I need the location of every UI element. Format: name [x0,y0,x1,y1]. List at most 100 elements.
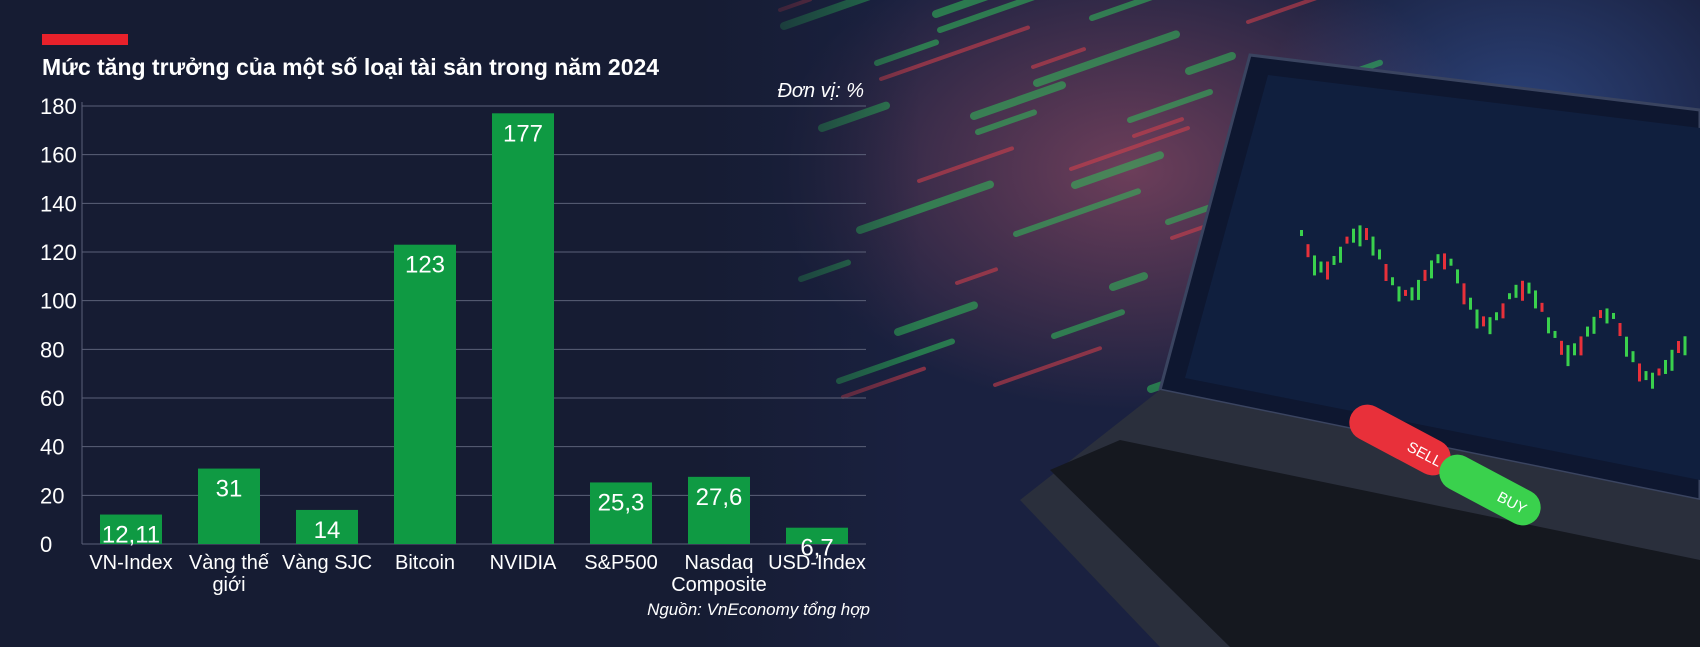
bar [786,527,848,544]
screen-candle [1612,312,1615,319]
y-axis-ticks: 0 20 40 60 80 100 120 140 160 180 [40,94,77,557]
screen-candlestick-chart [1300,225,1687,389]
bar-value-label: 25,3 [598,489,645,516]
bar [394,244,456,544]
bar [198,468,260,544]
screen-candle [1618,323,1622,337]
screen-candle [1378,249,1381,260]
screen-candle [1475,309,1479,329]
screen-candle [1625,336,1628,357]
bar-value-label: 6,7 [800,535,833,562]
title-accent-bar [42,34,128,45]
screen-candle [1423,269,1427,281]
streak [1185,51,1236,75]
streak [1013,188,1141,237]
x-tick-label: Vàng SJC [282,552,372,574]
screen-candle [1391,277,1394,286]
x-tick-label: S&P500 [584,552,657,574]
bar-value-label: 31 [216,476,243,503]
y-tick-label: 40 [40,435,64,460]
bar-chart: 0 20 40 60 80 100 120 140 160 180 12,11 31 14 123 177… [40,94,866,596]
screen-candle [1495,312,1498,321]
screen-candle [1586,326,1589,337]
sell-button[interactable]: SELL [1343,398,1457,481]
streak [932,0,989,18]
y-tick-label: 0 [40,532,52,557]
screen-candle [1592,316,1596,334]
screen-candle [1521,280,1524,301]
streak [1071,151,1164,189]
screen-candle [1482,316,1485,327]
screen-candle [1599,310,1602,319]
streak [1246,0,1317,24]
screen-candle [1547,317,1550,334]
y-tick-label: 60 [40,386,64,411]
streak [1069,126,1190,171]
screen-candle [1644,371,1648,381]
y-tick-label: 120 [40,240,77,265]
screen-candle [1560,340,1563,355]
streak [975,109,1037,135]
x-tick-label: VN-Index [89,552,172,574]
streak [993,346,1102,387]
screen-candle [1462,283,1466,305]
x-tick-label: Nasdaq [685,552,754,574]
screen-candle [1371,236,1375,256]
screen-candle [1677,341,1680,354]
screen-candle [1436,254,1440,264]
screen-candle [1410,287,1414,301]
y-tick-label: 180 [40,94,77,119]
screen-candle [1573,343,1576,356]
streak [1132,117,1184,138]
bar-value-label: 12,11 [102,522,160,549]
buy-button[interactable]: BUY [1433,448,1547,531]
bar-value-label: 14 [314,517,341,544]
gridlines [81,102,866,545]
laptop-illustration: SELL BUY [1020,53,1700,647]
streak [1051,309,1125,339]
y-tick-label: 100 [40,289,77,314]
source-note: Nguồn: VnEconomy tổng hợp [647,600,870,619]
bar [296,509,358,544]
screen-candle [1358,225,1362,247]
screen-candle [1313,255,1316,276]
y-tick-label: 160 [40,143,77,168]
bar-value-label: 177 [503,120,543,147]
screen-candle [1430,260,1433,279]
streak [970,81,1066,120]
screen-candle [1501,303,1505,319]
screen-candle [1664,359,1667,374]
screen-candle [1384,263,1388,281]
screen-candle [1566,345,1570,367]
screen-candle [1631,351,1635,363]
screen-candle [1339,246,1342,263]
screen-candle [1449,258,1453,266]
screen-candle [1443,253,1446,270]
bar [590,482,652,544]
streak [1109,272,1148,291]
screen-candle [1638,363,1641,382]
bar [492,113,554,545]
screen-candle [1365,228,1368,241]
x-tick-label: giới [212,574,245,596]
screen-candle [1534,290,1537,309]
screen-candle [1417,279,1420,300]
screen-candle [1469,297,1472,310]
streak [937,0,1035,33]
screen-candle [1540,302,1544,312]
screen-candle [1605,308,1609,324]
screen-candle [1657,368,1661,376]
screen-candle [1319,261,1323,273]
bar [688,476,750,544]
screen-candle [1300,230,1303,236]
streak [955,267,998,285]
x-tick-label: Composite [671,574,767,596]
x-tick-label: Bitcoin [395,552,455,574]
screen-candle [1404,289,1407,296]
streak [1031,47,1086,69]
screen-candle [1514,284,1518,298]
y-tick-label: 20 [40,483,64,508]
bar [100,514,162,544]
